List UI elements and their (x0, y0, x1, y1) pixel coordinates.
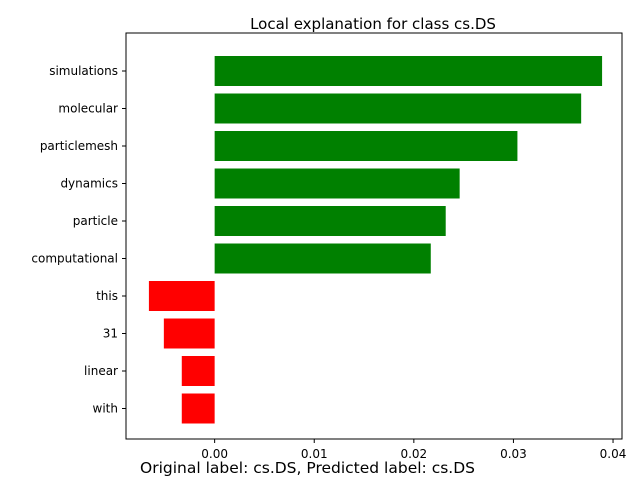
y-tick-label: particle (73, 214, 118, 228)
plot-frame (125, 32, 623, 440)
y-tick-label: this (96, 289, 118, 303)
bar-with (181, 393, 215, 424)
y-tick-label: linear (84, 364, 118, 378)
y-tick-label: dynamics (60, 177, 118, 191)
prediction-caption: Original label: cs.DS, Predicted label: … (140, 459, 475, 477)
bar-particle (214, 206, 446, 236)
x-axis: 0.00 0.01 0.02 0.03 0.04 (201, 439, 626, 461)
y-tick-label: molecular (58, 102, 118, 116)
y-tick-label: with (93, 402, 118, 416)
y-tick-label: particlemesh (40, 139, 118, 153)
bar-linear (181, 356, 215, 386)
chart-title: Local explanation for class cs.DS (250, 15, 496, 33)
bar-molecular (214, 93, 582, 124)
x-tick-label: 0.02 (400, 447, 427, 461)
y-tick-label: 31 (103, 327, 118, 341)
bar-dynamics (214, 168, 460, 199)
y-tick-label: computational (31, 252, 118, 266)
x-tick-label: 0.03 (500, 447, 527, 461)
bar-31 (163, 318, 215, 349)
bars-group (148, 56, 603, 424)
bar-simulations (214, 56, 603, 86)
y-tick-label: simulations (49, 64, 118, 78)
bar-computational (214, 243, 431, 274)
y-axis: simulations molecular particlemesh dynamics… (31, 64, 126, 416)
bar-this (148, 281, 215, 311)
bar-particlemesh (214, 131, 518, 161)
x-tick-label: 0.00 (201, 447, 228, 461)
x-tick-label: 0.04 (600, 447, 627, 461)
x-tick-label: 0.01 (301, 447, 328, 461)
